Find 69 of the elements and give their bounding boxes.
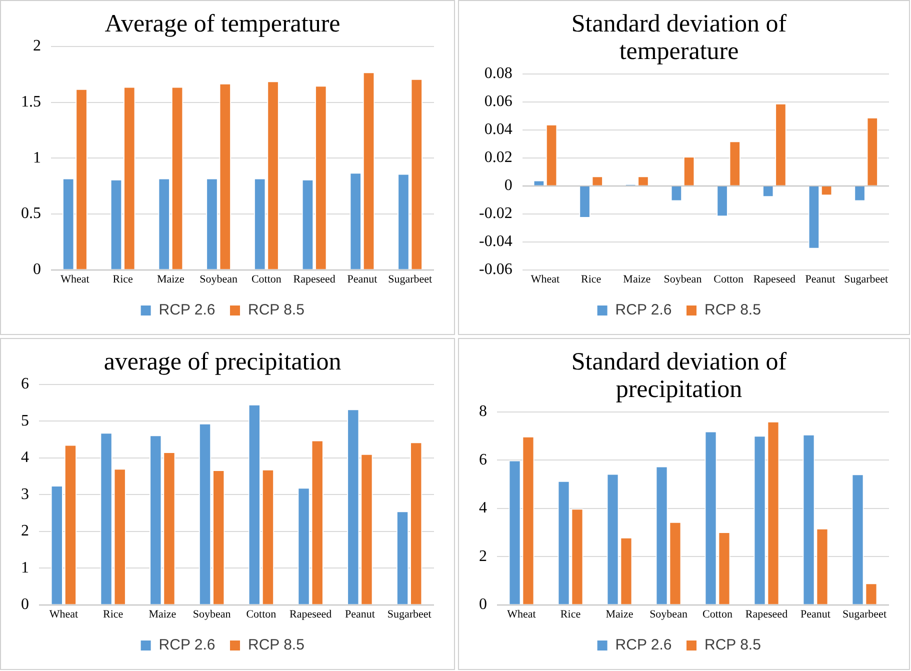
y-tick-label: 2 xyxy=(479,548,487,565)
y-tick-label: 0.06 xyxy=(484,93,512,110)
x-tick-label: Maize xyxy=(148,608,176,620)
x-tick-label: Rice xyxy=(112,273,133,286)
y-tick-label: -0.06 xyxy=(479,261,512,278)
y-tick-label: 5 xyxy=(21,412,29,430)
y-tick-label: -0.02 xyxy=(479,205,512,222)
x-tick-label: Wheat xyxy=(60,273,90,286)
x-tick-label: Rice xyxy=(102,608,124,620)
x-tick-label: Sugarbeet xyxy=(844,273,888,286)
x-tick-label: Rice xyxy=(580,273,602,286)
chart-title: average of precipitation xyxy=(104,348,342,376)
legend-label: RCP 2.6 xyxy=(615,302,672,319)
chart-title: Standard deviation of temperature xyxy=(571,10,788,65)
x-tick-label: Rapeseed xyxy=(753,273,796,286)
x-tick-label: Cotton xyxy=(714,273,744,286)
x-tick-label: Wheat xyxy=(507,608,536,620)
y-tick-label: 0.04 xyxy=(484,121,512,138)
x-tick-label: Peanut xyxy=(347,273,378,286)
x-tick-label: Maize xyxy=(156,273,185,286)
y-tick-label: 1.5 xyxy=(21,94,41,111)
legend-label: RCP 2.6 xyxy=(158,302,216,319)
y-tick-label: 0.02 xyxy=(484,149,512,166)
y-tick-label: 0 xyxy=(504,177,512,194)
y-tick-label: 0 xyxy=(479,596,487,614)
x-tick-label: Rapeseed xyxy=(745,608,788,620)
legend-label: RCP 8.5 xyxy=(248,302,304,319)
y-tick-label: 0.5 xyxy=(21,205,41,222)
legend-label: RCP 2.6 xyxy=(158,636,216,654)
x-tick-label: Wheat xyxy=(530,273,560,286)
x-tick-label: Sugarbeet xyxy=(842,608,886,620)
x-tick-label: Sugarbeet xyxy=(388,273,432,286)
x-tick-label: Soybean xyxy=(650,608,688,620)
y-tick-label: 3 xyxy=(21,486,29,503)
x-tick-label: Cotton xyxy=(246,608,277,620)
y-tick-label: 2 xyxy=(21,522,29,540)
chart-title: Average of temperature xyxy=(104,10,340,38)
y-tick-label: 4 xyxy=(21,449,29,466)
legend-label: RCP 8.5 xyxy=(704,302,761,319)
x-tick-label: Rapeseed xyxy=(289,608,332,620)
y-tick-label: 0.08 xyxy=(484,65,512,82)
x-tick-label: Sugarbeet xyxy=(387,608,432,620)
x-tick-label: Peanut xyxy=(805,273,836,286)
y-tick-label: -0.04 xyxy=(479,233,512,250)
x-tick-label: Cotton xyxy=(702,608,733,620)
x-tick-label: Rice xyxy=(560,608,581,620)
y-tick-label: 8 xyxy=(479,403,487,420)
x-tick-label: Cotton xyxy=(251,273,282,286)
x-tick-label: Maize xyxy=(606,608,634,620)
legend-label: RCP 2.6 xyxy=(615,636,672,654)
x-tick-label: Peanut xyxy=(800,608,830,620)
y-tick-label: 2 xyxy=(33,38,41,55)
x-tick-label: Soybean xyxy=(192,608,232,620)
legend-label: RCP 8.5 xyxy=(248,636,304,654)
x-tick-label: Rapeseed xyxy=(293,273,336,286)
legend-label: RCP 8.5 xyxy=(704,636,761,654)
x-tick-label: Soybean xyxy=(664,273,702,286)
y-tick-label: 6 xyxy=(21,376,29,393)
y-tick-label: 6 xyxy=(479,451,487,468)
y-tick-label: 1 xyxy=(33,149,41,166)
y-tick-label: 1 xyxy=(21,559,29,576)
chart-title: Standard deviation of precipitation xyxy=(571,348,788,403)
y-tick-label: 0 xyxy=(33,261,41,278)
x-tick-label: Soybean xyxy=(200,273,238,286)
x-tick-label: Maize xyxy=(623,273,651,286)
y-tick-label: 4 xyxy=(479,500,487,517)
x-tick-label: Wheat xyxy=(49,608,78,620)
x-tick-label: Peanut xyxy=(344,608,375,620)
y-tick-label: 0 xyxy=(21,596,29,614)
